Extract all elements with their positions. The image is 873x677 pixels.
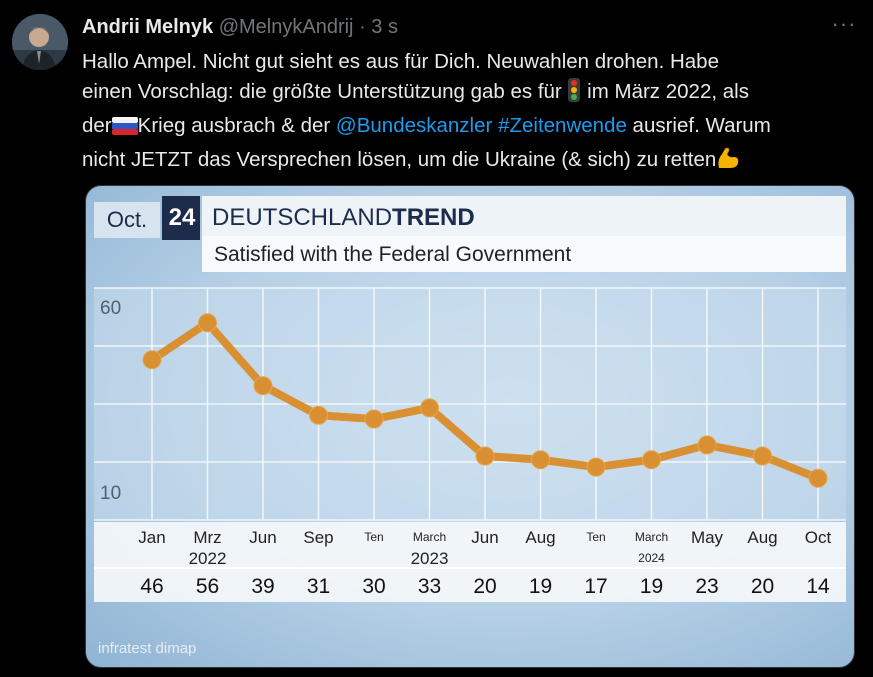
x-tick-label: May bbox=[691, 528, 724, 547]
year-label: 2023 bbox=[411, 549, 449, 568]
data-table: Jan Mrz Jun Sep Ten March Jun Aug Ten March May Aug… bbox=[94, 522, 846, 602]
value-label: 33 bbox=[418, 575, 441, 598]
value-label: 17 bbox=[584, 575, 607, 598]
source-label: infratest dimap bbox=[98, 640, 196, 657]
year-label: 2024 bbox=[638, 551, 665, 565]
avatar[interactable] bbox=[12, 14, 68, 70]
x-tick-label: Ten bbox=[364, 530, 383, 544]
x-tick-label: Aug bbox=[525, 528, 555, 547]
data-point bbox=[420, 398, 439, 418]
x-tick-label: Aug bbox=[747, 528, 777, 547]
data-point bbox=[309, 405, 328, 425]
value-label: 30 bbox=[362, 575, 385, 598]
tweet-line-3-b: Krieg ausbrach & der bbox=[137, 114, 336, 137]
tweet-line-2-b: im März 2022, als bbox=[581, 80, 749, 103]
data-point bbox=[697, 435, 717, 455]
value-label: 56 bbox=[196, 575, 219, 598]
value-label: 20 bbox=[473, 575, 496, 598]
data-point bbox=[364, 409, 384, 429]
day-badge bbox=[162, 196, 200, 240]
separator: · bbox=[359, 16, 366, 38]
value-label: 20 bbox=[751, 575, 774, 598]
tweet-line-4-text: nicht JETZT das Versprechen lösen, um di… bbox=[82, 148, 717, 171]
traffic-light-icon bbox=[567, 78, 581, 111]
tweet-line-3-a: der bbox=[82, 114, 112, 137]
value-label: 14 bbox=[806, 575, 830, 598]
x-tick-label: Jun bbox=[249, 528, 276, 547]
day-badge-text: 24 bbox=[169, 204, 196, 231]
subtitle-banner bbox=[202, 236, 846, 272]
brand-title: DEUTSCHLANDTREND bbox=[212, 204, 475, 231]
author-handle[interactable]: @MelnykAndrij bbox=[218, 16, 354, 38]
author-name[interactable]: Andrii Melnyk bbox=[82, 16, 214, 38]
timestamp[interactable]: 3 s bbox=[371, 16, 398, 38]
title-banner bbox=[202, 196, 846, 236]
data-point bbox=[753, 446, 772, 466]
mention-link[interactable]: @Bundeskanzler bbox=[335, 114, 493, 137]
x-tick-label: Jun bbox=[471, 528, 498, 547]
value-label: 39 bbox=[251, 575, 274, 598]
value-label: 46 bbox=[140, 575, 163, 598]
data-point bbox=[586, 457, 606, 477]
data-point bbox=[642, 450, 661, 470]
data-point bbox=[253, 376, 273, 396]
x-tick-label: Mrz bbox=[193, 528, 221, 547]
x-tick-label: Sep bbox=[303, 528, 333, 547]
more-icon[interactable]: ··· bbox=[831, 11, 857, 36]
brand-title-b: TREND bbox=[392, 204, 475, 231]
x-tick-label: March bbox=[635, 530, 668, 544]
year-label: 2022 bbox=[189, 549, 227, 568]
flexed-biceps-icon bbox=[716, 146, 740, 179]
chart-image[interactable]: Oct. 24 DEUTSCHLANDTREND Satisfied with … bbox=[85, 185, 855, 668]
data-point bbox=[531, 450, 550, 470]
tweet-header: Andrii Melnyk @MelnykAndrij · 3 s bbox=[82, 14, 398, 40]
brand-title-a: DEUTSCHLAND bbox=[212, 204, 392, 231]
tweet-line-3-c: ausrief. Warum bbox=[626, 114, 771, 137]
value-label: 19 bbox=[640, 575, 663, 598]
line-chart: Oct. 24 DEUTSCHLANDTREND Satisfied with … bbox=[94, 196, 846, 657]
table-background bbox=[94, 522, 846, 602]
russia-flag-icon bbox=[111, 115, 138, 145]
data-point bbox=[808, 468, 828, 488]
tweet-line-2-a: einen Vorschlag: die größte Unterstützun… bbox=[82, 80, 568, 103]
month-badge-text: Oct. bbox=[107, 207, 147, 232]
tweet-line-4: nicht JETZT das Versprechen lösen, um di… bbox=[82, 145, 862, 179]
data-point bbox=[198, 313, 217, 333]
x-tick-label: March bbox=[413, 530, 446, 544]
data-point bbox=[142, 350, 162, 370]
data-point bbox=[475, 446, 495, 466]
y-tick-label: 60 bbox=[100, 298, 121, 319]
value-label: 19 bbox=[529, 575, 552, 598]
y-tick-label: 10 bbox=[100, 483, 121, 504]
tweet-line-1: Hallo Ampel. Nicht gut sieht es aus für … bbox=[82, 50, 719, 73]
hashtag-link[interactable]: #Zeitenwende bbox=[498, 114, 627, 137]
x-tick-label: Oct bbox=[805, 528, 832, 547]
tweet-line-3: der Krieg ausbrach & der @Bundeskanzler #… bbox=[82, 111, 862, 145]
avatar-image bbox=[12, 14, 68, 70]
x-tick-label: Ten bbox=[586, 530, 605, 544]
tweet-text: Hallo Ampel. Nicht gut sieht es aus für … bbox=[82, 47, 862, 179]
chart-subtitle: Satisfied with the Federal Government bbox=[214, 243, 571, 266]
x-tick-label: Jan bbox=[138, 528, 165, 547]
value-label: 23 bbox=[695, 575, 718, 598]
value-label: 31 bbox=[307, 575, 330, 598]
tweet-line-2: einen Vorschlag: die größte Unterstützun… bbox=[82, 77, 862, 111]
plot-layer: 60 10 bbox=[94, 287, 846, 521]
month-badge bbox=[94, 202, 160, 238]
